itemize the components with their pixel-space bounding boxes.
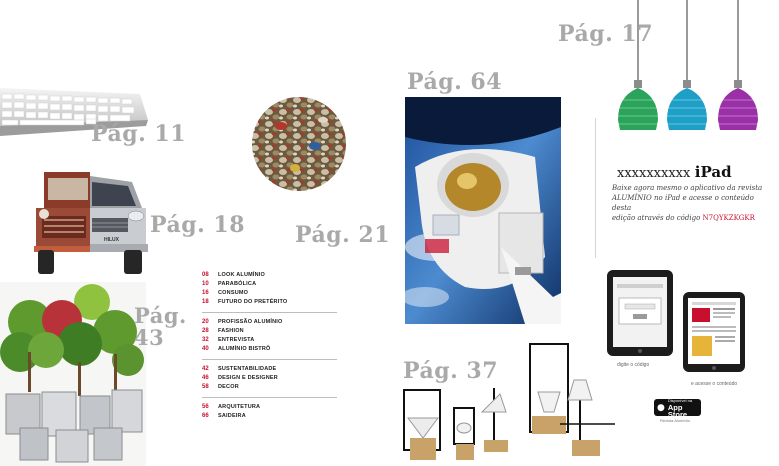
toc-section-label: ALUMÍNIO BISTRÔ [218, 345, 271, 352]
page-label-43: Pág. 43 [134, 305, 187, 349]
toc-page-number: 66 [202, 412, 209, 419]
toc-group-4: 56 ARQUITETURA 66 SAIDEIRA [202, 402, 342, 420]
toc-section-label: PROFISSÃO ALUMÍNIO [218, 318, 283, 325]
app-store-text: Disponível na App Store [668, 397, 701, 418]
toc-page-number: 32 [202, 336, 209, 343]
toc-section-label: DECOR [218, 383, 239, 390]
toc-divider [202, 397, 337, 398]
toc-entry[interactable]: 58 DECOR [202, 382, 342, 391]
toc-divider [202, 312, 337, 313]
toc-entry[interactable]: 40 ALUMÍNIO BISTRÔ [202, 344, 342, 353]
toc-entry[interactable]: 56 ARQUITETURA [202, 402, 342, 411]
toc-page-number: 18 [202, 298, 209, 305]
toc-page-number: 40 [202, 345, 209, 352]
truck-photo: HILUX [34, 172, 148, 274]
ipad-device-left [607, 270, 673, 356]
toc-entry[interactable]: 16 CONSUMO [202, 288, 342, 297]
truck-badge-text: HILUX [104, 237, 120, 243]
table-lamps-photo [403, 343, 615, 460]
toc-divider [202, 359, 337, 360]
toc-section-label: ARQUITETURA [218, 403, 261, 410]
toc-section-label: DESIGN E DESIGNER [218, 374, 278, 381]
ipad-promo-line: Baixe agora mesmo o aplicativo da revist… [612, 184, 763, 192]
pendant-lamps-photo [618, 0, 758, 130]
toc-page-number: 56 [202, 403, 209, 410]
toc-section-label: ENTREVISTA [218, 336, 255, 343]
toc-group-2: 20 PROFISSÃO ALUMÍNIO 28 FASHION 32 ENTREVI… [202, 317, 342, 353]
astronaut-photo [405, 97, 561, 324]
toc-group-1: 08 LOOK ALUMÍNIO 10 PARABÓLICA 16 CONSUMO 1… [202, 270, 342, 306]
toc-group-3: 42 SUSTENTABILIDADE 46 DESIGN E DESIGNER 5… [202, 364, 342, 391]
page-label-43-line1: Pág. [134, 303, 187, 328]
app-store-note: Revista Alumínio [660, 418, 690, 423]
column-divider [595, 118, 596, 258]
page-label-64: Pág. 64 [407, 69, 503, 95]
toc-entry[interactable]: 10 PARABÓLICA [202, 279, 342, 288]
app-store-big-text: App Store [667, 403, 688, 419]
page-label-37: Pág. 37 [403, 358, 499, 384]
toc-page-number: 28 [202, 327, 209, 334]
page-label-21: Pág. 21 [295, 222, 391, 248]
ipad-device-right [683, 292, 745, 372]
table-of-contents: 08 LOOK ALUMÍNIO 10 PARABÓLICA 16 CONSUMO 1… [202, 270, 342, 420]
page-label-43-line2: 43 [134, 325, 165, 350]
toc-page-number: 46 [202, 374, 209, 381]
ipad-promo-line-with-code: edição através do código N7QYKZKGKR [612, 213, 768, 223]
app-store-badge[interactable]: ● Disponível na App Store [654, 397, 701, 418]
crushed-cans-photo [252, 97, 346, 191]
ipad-promo-line: edição através do código [612, 214, 701, 222]
toc-entry[interactable]: 42 SUSTENTABILIDADE [202, 364, 342, 373]
toc-section-label: FASHION [218, 327, 244, 334]
toc-section-label: CONSUMO [218, 289, 249, 296]
toc-page-number: 10 [202, 280, 209, 287]
ipad-caption-right: e acesse o conteúdo [691, 381, 738, 387]
toc-entry[interactable]: 20 PROFISSÃO ALUMÍNIO [202, 317, 342, 326]
ipad-caption-left: digite o código [617, 362, 650, 368]
toc-page-number: 42 [202, 365, 209, 372]
toc-page-number: 58 [202, 383, 209, 390]
trees-in-cans-photo [0, 282, 146, 466]
toc-section-label: SUSTENTABILIDADE [218, 365, 277, 372]
toc-section-label: PARABÓLICA [218, 280, 257, 287]
toc-page-number: 16 [202, 289, 209, 296]
ipad-promo-body: Baixe agora mesmo o aplicativo da revist… [612, 183, 768, 223]
toc-entry[interactable]: 08 LOOK ALUMÍNIO [202, 270, 342, 279]
toc-entry[interactable]: 18 FUTURO DO PRETÉRITO [202, 297, 342, 306]
ipad-promo-heading: xxxxxxxxxx iPad [617, 163, 732, 182]
toc-entry[interactable]: 32 ENTREVISTA [202, 335, 342, 344]
page-label-17: Pág. 17 [558, 21, 654, 47]
page-label-18: Pág. 18 [150, 212, 246, 238]
toc-entry[interactable]: 28 FASHION [202, 326, 342, 335]
toc-entry[interactable]: 46 DESIGN E DESIGNER [202, 373, 342, 382]
keyboard-photo [0, 88, 148, 136]
page-label-11: Pág. 11 [91, 121, 187, 147]
toc-section-label: SAIDEIRA [218, 412, 246, 419]
toc-entry[interactable]: 66 SAIDEIRA [202, 411, 342, 420]
toc-section-label: FUTURO DO PRETÉRITO [218, 298, 288, 305]
ipad-promo-title-ipad: iPad [694, 163, 732, 181]
toc-page-number: 08 [202, 271, 209, 278]
ipad-promo-title-x: xxxxxxxxxx [617, 166, 691, 181]
toc-section-label: LOOK ALUMÍNIO [218, 271, 266, 278]
toc-page-number: 20 [202, 318, 209, 325]
app-store-small-text: Disponível na [667, 398, 693, 403]
ipad-promo-line: ALUMÍNIO no iPad e acesse o conteúdo des… [612, 194, 754, 212]
apple-icon: ● [657, 402, 665, 413]
ipad-access-code: N7QYKZKGKR [702, 214, 755, 222]
